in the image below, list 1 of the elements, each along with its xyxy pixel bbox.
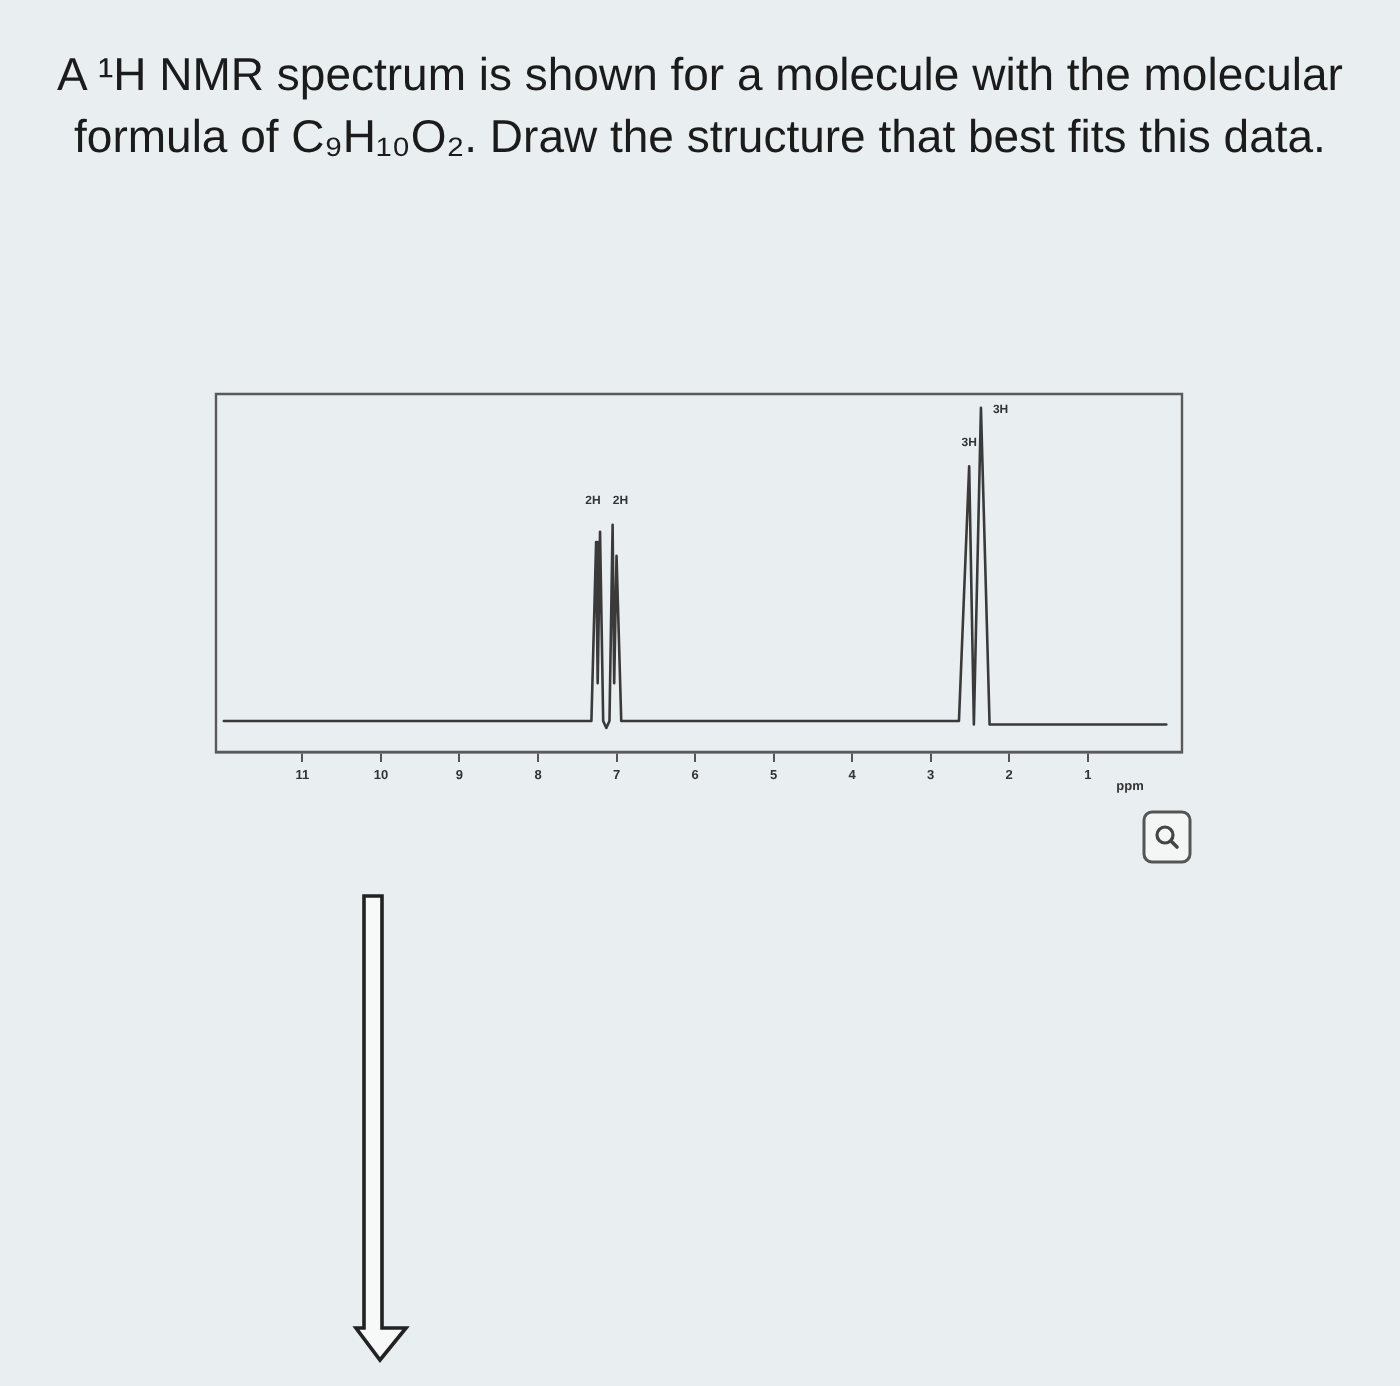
chart-title: A ¹H NMR spectrum is shown for a molecule with the molecular formula of C₉H₁₀O₂. Draw the structure that best fits this data.	[55, 46, 1345, 166]
